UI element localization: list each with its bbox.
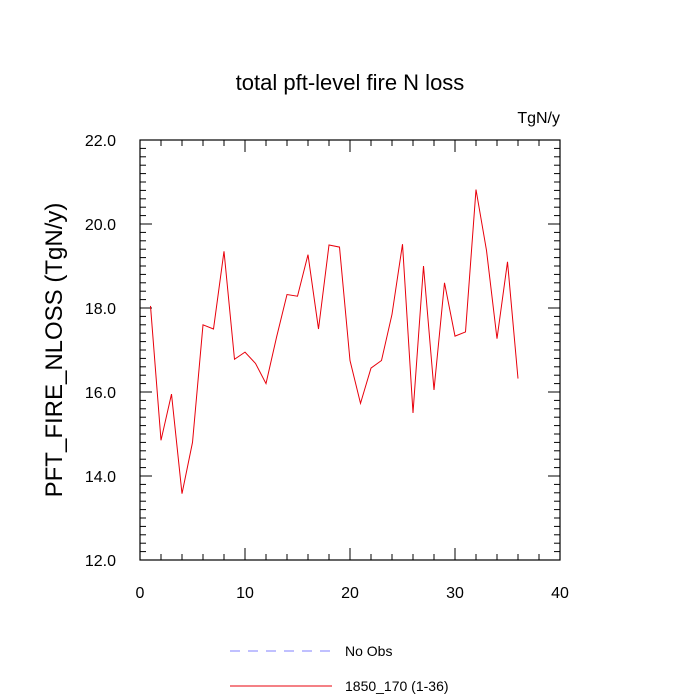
chart-title: total pft-level fire N loss (236, 70, 465, 95)
series-line (150, 189, 519, 494)
x-tick-label: 20 (341, 585, 359, 602)
x-tick-label: 0 (136, 585, 145, 602)
units-label: TgN/y (517, 110, 560, 127)
x-tick-label: 40 (551, 585, 569, 602)
x-tick-label: 30 (446, 585, 464, 602)
plot-frame (139, 139, 561, 561)
series-group (150, 189, 519, 494)
y-tick-label: 12.0 (85, 553, 116, 570)
tick-labels: 0 10 20 30 40 12.0 14.0 16.0 18.0 20.0 22.0 (85, 133, 569, 602)
y-tick-label: 22.0 (85, 133, 116, 150)
y-axis-label: PFT_FIRE_NLOSS (TgN/y) (41, 203, 68, 498)
legend-label-1850-170: 1850_170 (1-36) (345, 678, 449, 694)
y-tick-label: 14.0 (85, 469, 116, 486)
legend: No Obs 1850_170 (1-36) (230, 643, 449, 694)
y-tick-label: 16.0 (85, 385, 116, 402)
tick-marks (139, 139, 561, 561)
y-tick-label: 20.0 (85, 217, 116, 234)
legend-label-no-obs: No Obs (345, 643, 392, 659)
y-tick-label: 18.0 (85, 301, 116, 318)
x-tick-label: 10 (236, 585, 254, 602)
